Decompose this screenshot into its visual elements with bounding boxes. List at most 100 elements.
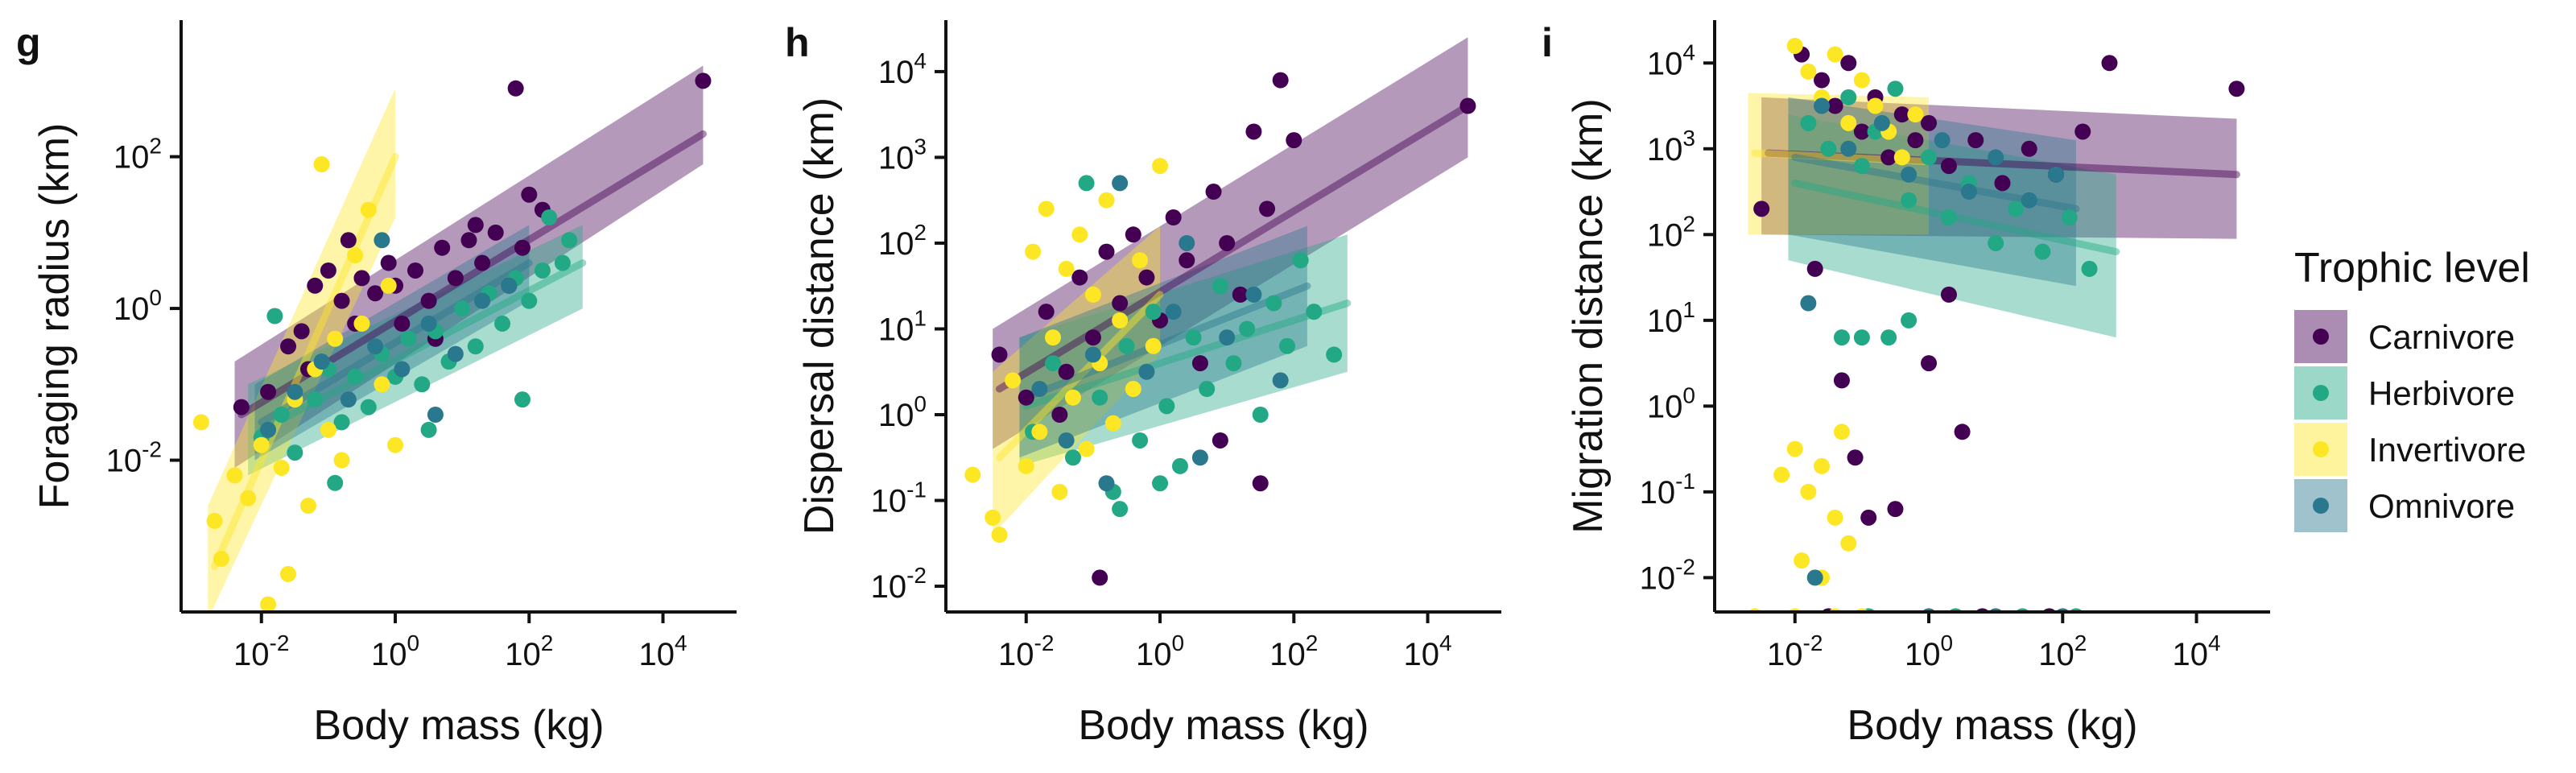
data-point-carnivore	[1252, 475, 1269, 492]
data-point-omnivore	[474, 292, 491, 309]
data-point-herbivore	[1185, 329, 1202, 346]
data-point-omnivore	[1806, 569, 1823, 586]
panel-label: i	[1542, 20, 1553, 65]
data-point-omnivore	[313, 353, 330, 370]
data-point-carnivore	[1084, 329, 1101, 346]
data-point-herbivore	[2008, 200, 2025, 217]
data-point-invertivore	[1152, 158, 1169, 175]
data-point-carnivore	[1814, 72, 1831, 89]
data-point-invertivore	[273, 459, 290, 476]
data-point-carnivore	[1272, 72, 1289, 89]
data-point-invertivore	[380, 277, 397, 294]
data-point-omnivore	[1960, 184, 1977, 200]
data-point-herbivore	[1212, 278, 1228, 295]
y-tick-label: 10-2	[106, 437, 162, 479]
data-point-omnivore	[1800, 295, 1817, 312]
data-point-herbivore	[1988, 234, 2004, 251]
legend-item-herbivore: Herbivore	[2294, 366, 2515, 420]
data-point-omnivore	[287, 383, 303, 400]
legend-point	[2313, 385, 2329, 401]
data-point-omnivore	[1934, 132, 1951, 149]
data-point-omnivore	[2021, 192, 2037, 209]
y-tick-label: 101	[878, 305, 927, 347]
data-point-herbivore	[420, 421, 437, 438]
legend-label: Herbivore	[2368, 374, 2515, 412]
data-point-invertivore	[327, 330, 344, 347]
data-point-omnivore	[1179, 234, 1195, 251]
data-point-invertivore	[1104, 415, 1121, 432]
data-point-carnivore	[1125, 226, 1141, 243]
panel-label: g	[16, 20, 41, 65]
data-point-omnivore	[1272, 372, 1289, 389]
data-point-omnivore	[1098, 475, 1115, 492]
data-point-carnivore	[1840, 55, 1857, 72]
data-point-invertivore	[1078, 440, 1095, 457]
data-point-carnivore	[280, 338, 297, 355]
y-tick-label: 103	[1647, 126, 1695, 167]
data-point-omnivore	[1814, 97, 1831, 114]
data-point-carnivore	[1058, 363, 1075, 380]
data-point-herbivore	[554, 254, 571, 271]
data-point-herbivore	[1800, 114, 1817, 131]
y-tick-label: 100	[1647, 382, 1695, 424]
data-point-carnivore	[1165, 209, 1182, 225]
data-point-herbivore	[1171, 457, 1188, 474]
data-point-invertivore	[1045, 329, 1062, 346]
data-point-invertivore	[1098, 192, 1115, 209]
data-point-invertivore	[333, 452, 350, 469]
data-point-herbivore	[1145, 304, 1162, 320]
data-point-carnivore	[1112, 295, 1129, 312]
legend-item-invertivore: Invertivore	[2294, 423, 2526, 476]
data-point-omnivore	[447, 345, 464, 362]
data-point-herbivore	[266, 308, 283, 324]
data-point-carnivore	[1940, 286, 1957, 303]
data-point-carnivore	[2074, 123, 2091, 140]
data-point-invertivore	[1827, 509, 1843, 526]
data-point-carnivore	[521, 186, 538, 203]
x-tick-label: 104	[1404, 630, 1452, 672]
data-point-carnivore	[507, 80, 524, 97]
data-point-carnivore	[1245, 123, 1262, 140]
x-tick-label: 10-2	[998, 630, 1054, 672]
data-point-herbivore	[1239, 320, 1256, 337]
data-point-carnivore	[1887, 501, 1904, 518]
legend: Trophic level Carnivore Herbivore Invertiv…	[2294, 245, 2530, 532]
data-point-herbivore	[1045, 355, 1062, 372]
confidence-band-herbivore	[1019, 234, 1348, 466]
data-point-carnivore	[1259, 200, 1276, 217]
data-point-carnivore	[1205, 184, 1222, 200]
data-point-omnivore	[260, 421, 277, 438]
confidence-band-omnivore	[1019, 225, 1307, 458]
data-point-herbivore	[1901, 312, 1918, 329]
data-point-invertivore	[313, 156, 330, 173]
data-point-herbivore	[1278, 337, 1295, 354]
data-point-carnivore	[1286, 132, 1302, 149]
data-point-invertivore	[1800, 483, 1817, 500]
data-point-carnivore	[307, 277, 324, 294]
data-point-herbivore	[1820, 140, 1837, 157]
data-point-carnivore	[1092, 569, 1108, 586]
data-point-invertivore	[1071, 226, 1088, 243]
data-point-invertivore	[240, 490, 257, 506]
data-point-omnivore	[427, 407, 444, 423]
data-point-herbivore	[1152, 475, 1169, 492]
data-point-herbivore	[400, 330, 417, 347]
data-point-carnivore	[1051, 407, 1068, 423]
data-point-carnivore	[1860, 509, 1877, 526]
data-point-omnivore	[1988, 149, 2004, 166]
data-point-herbivore	[1921, 149, 1938, 166]
data-point-omnivore	[1219, 329, 1236, 346]
data-point-herbivore	[1853, 158, 1870, 175]
y-tick-label: 103	[878, 134, 927, 176]
data-point-carnivore	[1098, 243, 1115, 260]
panel-label: h	[785, 20, 810, 65]
data-point-invertivore	[1018, 457, 1034, 474]
data-point-omnivore	[340, 391, 357, 408]
data-point-carnivore	[1833, 372, 1850, 389]
data-point-carnivore	[293, 323, 310, 340]
data-point-carnivore	[1071, 269, 1088, 286]
data-point-invertivore	[253, 436, 270, 453]
data-point-omnivore	[394, 361, 411, 378]
data-point-carnivore	[1921, 114, 1938, 131]
x-tick-label: 100	[371, 630, 419, 672]
